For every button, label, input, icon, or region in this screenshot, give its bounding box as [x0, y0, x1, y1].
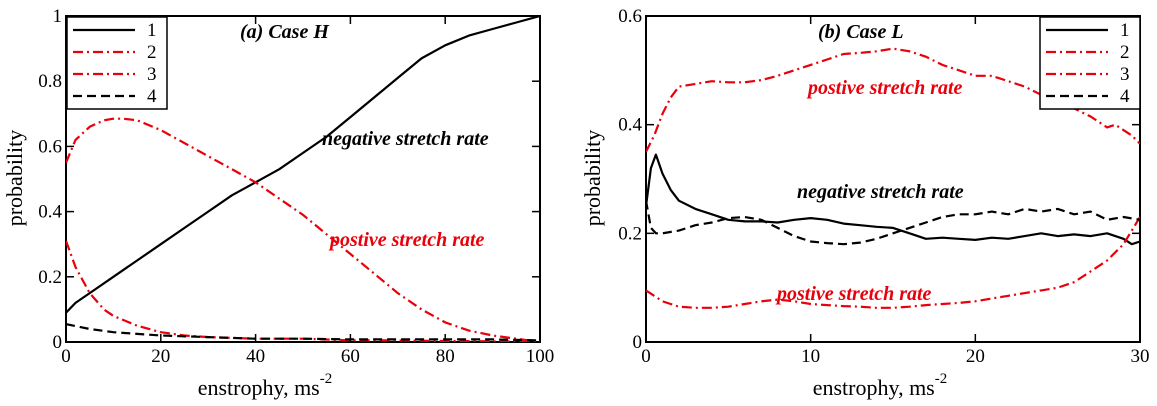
- panel-a-xtick-label: 80: [436, 346, 455, 367]
- panel-b-ytick-label: 0: [633, 332, 643, 353]
- panel-b-legend-label-2: 2: [1120, 42, 1130, 63]
- panel-a-xtick-label: 40: [246, 346, 265, 367]
- panel-b-ytick-label: 0.6: [618, 6, 642, 27]
- panel-b-legend-label-3: 3: [1120, 64, 1130, 85]
- panel-b-xtick-label: 10: [801, 346, 820, 367]
- panel-b-series-3-line: [646, 47, 1140, 153]
- panel-b-xtick-label: 0: [641, 346, 651, 367]
- panel-a-ytick-label: 0.2: [38, 267, 62, 288]
- panel-b-annotation-positive-bottom: postive stretch rate: [775, 283, 932, 305]
- panel-a-title: (a) Case H: [240, 21, 330, 43]
- panel-a-annotation-positive: postive stretch rate: [328, 229, 485, 251]
- panel-b-xtick-label: 20: [966, 346, 985, 367]
- panel-b-annotation-negative: negative stretch rate: [797, 181, 964, 203]
- panel-a-xtick-label: 60: [341, 346, 360, 367]
- panel-b-series-1-line: [646, 153, 1140, 246]
- panel-b-plot-frame: [645, 15, 1141, 343]
- panel-b-xtick-label: 30: [1131, 346, 1150, 367]
- panel-a-ytick-label: 1: [53, 6, 63, 27]
- panel-a-ytick-label: 0: [53, 332, 63, 353]
- panel-b-legend-label-4: 4: [1120, 86, 1130, 107]
- panel-a-ytick-label: 0.6: [38, 136, 62, 157]
- panel-a-xlabel-text: enstrophy, ms: [198, 375, 320, 400]
- panel-a-xtick-label: 0: [61, 346, 71, 367]
- panel-a-legend-label-4: 4: [147, 86, 157, 107]
- panel-b-legend-label-1: 1: [1120, 20, 1130, 41]
- panel-b-series-2-line: [646, 216, 1140, 309]
- panel-a-ytick-label: 0.4: [38, 202, 62, 223]
- panel-a-legend-box: [66, 16, 168, 110]
- panel-b-xlabel-text: enstrophy, ms: [813, 375, 935, 400]
- panel-a-annotation-negative: negative stretch rate: [322, 128, 489, 150]
- panel-a-plot-frame: [65, 15, 541, 343]
- panel-a-legend-label-1: 1: [147, 20, 157, 41]
- panel-a-legend-label-3: 3: [147, 64, 157, 85]
- panel-b-legend-box: [1039, 16, 1141, 110]
- panel-b-series-group: [646, 47, 1140, 309]
- panel-a-series-4-line: [66, 323, 540, 342]
- panel-b-ytick-label: 0.2: [618, 223, 642, 244]
- panel-a-series-3-line: [66, 117, 540, 342]
- panel-a-ytick-label: 0.8: [38, 71, 62, 92]
- panel-b-ytick-label: 0.4: [618, 115, 642, 136]
- panel-a-series-1-line: [66, 16, 540, 314]
- panel-b-xlabel-sup: -2: [935, 371, 948, 387]
- panel-a-xtick-label: 100: [526, 346, 555, 367]
- panel-a-legend-label-2: 2: [147, 42, 157, 63]
- panel-a-ylabel: probability: [2, 130, 27, 227]
- panel-b-xlabel: enstrophy, ms-2: [813, 371, 948, 400]
- panel-a-series-group: [66, 16, 540, 342]
- panel-a-xlabel: enstrophy, ms-2: [198, 371, 333, 400]
- panel-a-xlabel-sup: -2: [320, 371, 333, 387]
- panel-a-xtick-label: 20: [151, 346, 170, 367]
- panel-b-annotation-positive-top: postive stretch rate: [806, 77, 963, 99]
- panel-a-series-2-line: [66, 240, 540, 342]
- panel-b-series-4-line: [646, 200, 1140, 246]
- panel-b-ylabel: probability: [580, 130, 605, 227]
- panel-b-title: (b) Case L: [818, 21, 904, 43]
